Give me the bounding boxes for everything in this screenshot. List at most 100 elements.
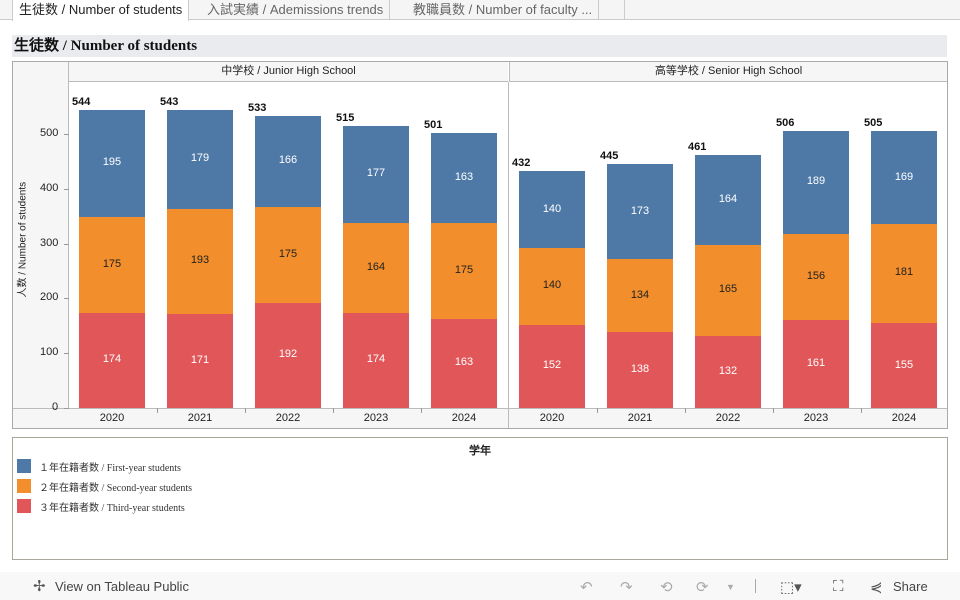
bar-segment-label: 175 [278, 247, 298, 260]
legend: 学年 １年在籍者数 / First-year students ２年在籍者数 /… [12, 437, 948, 560]
bar-segment-label: 132 [718, 364, 738, 377]
y-tick-mark [64, 408, 69, 409]
bar-segment-label: 179 [190, 152, 210, 165]
legend-item-first-year[interactable]: １年在籍者数 / First-year students [17, 459, 181, 474]
tab-number-of-students[interactable]: 生徒数 / Number of students [12, 0, 190, 21]
bar-segment-label: 163 [454, 171, 474, 184]
undo-icon[interactable]: ↶ [580, 579, 593, 596]
y-tick-label: 100 [40, 346, 59, 359]
view-on-tableau-link[interactable]: View on Tableau Public [55, 579, 189, 594]
bar-total-label: 506 [776, 116, 795, 129]
fullscreen-icon[interactable]: ⛶ [833, 578, 844, 595]
bar-segment [871, 323, 937, 408]
x-tick-mark [773, 408, 774, 413]
x-tick-mark [861, 408, 862, 413]
x-tick-label: 2024 [451, 412, 477, 424]
legend-item-third-year[interactable]: ３年在籍者数 / Third-year students [17, 499, 185, 514]
x-tick-label: 2023 [363, 412, 389, 424]
bar-segment-label: 155 [894, 358, 914, 371]
bar-total-label: 544 [72, 95, 91, 108]
toolbar-divider [755, 579, 756, 593]
bar-segment [343, 125, 409, 223]
bar-segment [79, 109, 145, 217]
bar-segment [79, 312, 145, 408]
refresh-icon[interactable]: ⟳ [696, 579, 709, 596]
share-button[interactable]: Share [893, 579, 928, 594]
bar-segment-label: 161 [806, 356, 826, 369]
tab-bar: 生徒数 / Number of students 入試実績 / Ademissi… [0, 0, 960, 21]
y-tick-label: 300 [40, 236, 59, 249]
bar-segment-label: 138 [630, 363, 650, 376]
bar-segment-label: 175 [454, 263, 474, 276]
y-tick-mark [64, 188, 69, 190]
y-tick-mark [64, 243, 69, 245]
revert-icon[interactable]: ⟲ [660, 579, 673, 596]
bar-segment-label: 181 [894, 266, 914, 279]
legend-swatch [17, 479, 31, 493]
bar-segment [695, 335, 761, 408]
panel-header-junior: 中学校 / Junior High School [69, 62, 508, 82]
bar-segment-label: 195 [102, 156, 122, 169]
y-tick-label: 0 [52, 401, 59, 413]
redo-icon[interactable]: ↷ [620, 579, 633, 596]
bar-segment-label: 134 [630, 288, 650, 301]
bar-segment [167, 208, 233, 315]
x-tick-label: 2021 [187, 412, 213, 424]
y-tick-mark [64, 353, 69, 355]
bar-segment [695, 245, 761, 336]
bar-total-label: 515 [336, 111, 355, 124]
bar-total-label: 543 [160, 96, 179, 109]
bar-segment-label: 175 [102, 257, 122, 270]
bar-segment [871, 223, 937, 324]
bar-segment-label: 140 [542, 202, 562, 215]
legend-label: ３年在籍者数 / Third-year students [39, 502, 185, 514]
x-axis-area [13, 408, 947, 428]
bar-segment [783, 319, 849, 408]
bar-segment [519, 247, 585, 325]
y-tick-label: 400 [40, 181, 59, 194]
bar-segment-label: 164 [366, 260, 386, 273]
tableau-logo-icon: ✢ [33, 578, 46, 595]
y-tick-mark [64, 134, 69, 135]
y-axis-area [13, 62, 69, 428]
legend-label: １年在籍者数 / First-year students [39, 462, 181, 474]
bar-segment-label: 166 [278, 154, 298, 167]
y-tick-label: 200 [40, 291, 59, 304]
bar-segment [431, 222, 497, 319]
x-tick-label: 2021 [627, 412, 653, 424]
bar-segment-label: 174 [102, 353, 122, 366]
bar-segment-label: 169 [894, 170, 914, 183]
download-icon[interactable]: ⬚▾ [780, 579, 802, 596]
bar-total-label: 432 [512, 157, 531, 170]
bar-segment [519, 324, 585, 408]
legend-title: 学年 [469, 445, 491, 457]
bar-segment [607, 164, 673, 259]
tableau-toolbar: ✢ View on Tableau Public ↶ ↷ ⟲ ⟳ ▼ ⬚▾ ⛶ … [0, 572, 960, 600]
bar-segment [167, 110, 233, 209]
bar-segment-label: 177 [366, 167, 386, 180]
dashboard-title: 生徒数 / Number of students [12, 35, 947, 57]
tab-admissions-trends[interactable]: 入試実績 / Ademissions trends [201, 0, 391, 20]
x-tick-mark [597, 408, 598, 413]
tab-number-of-faculty[interactable]: 教職員数 / Number of faculty ... [407, 0, 600, 20]
chart-frame [12, 61, 948, 429]
bar-segment-label: 189 [806, 175, 826, 188]
bar-segment [167, 314, 233, 408]
share-icon[interactable]: ⋞ [870, 579, 883, 596]
chevron-down-icon[interactable]: ▼ [726, 582, 735, 592]
bar-total-label: 445 [600, 150, 619, 163]
bar-segment-label: 163 [454, 356, 474, 369]
bar-segment-label: 192 [278, 348, 298, 361]
bar-segment [607, 332, 673, 408]
legend-swatch [17, 499, 31, 513]
legend-swatch [17, 459, 31, 473]
tab-divider [624, 0, 625, 20]
bar-segment [255, 115, 321, 207]
bar-segment [431, 318, 497, 408]
y-tick-mark [64, 298, 69, 300]
legend-label: ２年在籍者数 / Second-year students [39, 482, 193, 494]
bar-segment [519, 171, 585, 248]
panel-divider [508, 82, 509, 428]
legend-item-second-year[interactable]: ２年在籍者数 / Second-year students [17, 479, 193, 494]
bar-total-label: 505 [864, 117, 883, 130]
